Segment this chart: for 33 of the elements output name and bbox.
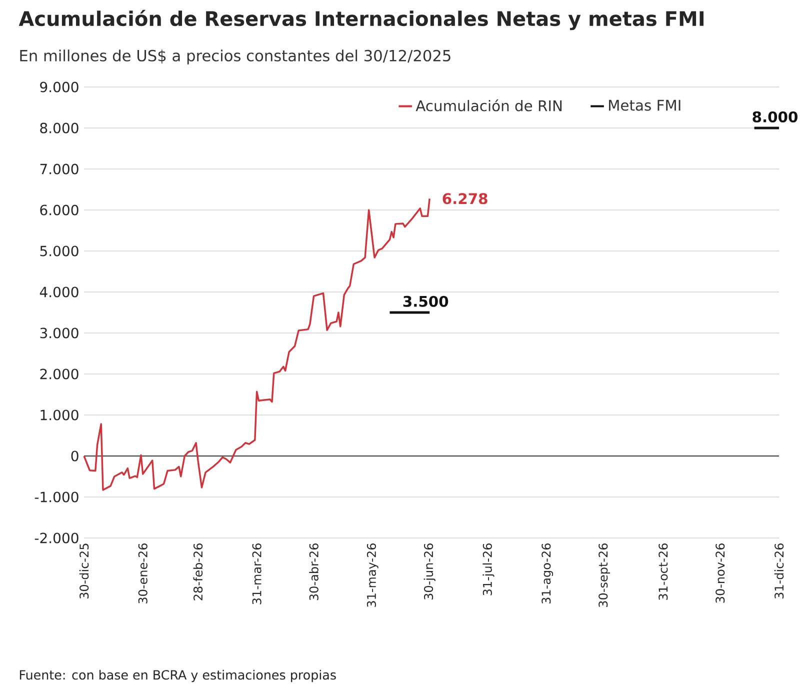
- y-tick-label: 0: [71, 450, 78, 462]
- y-tick-label: 4.000: [40, 286, 78, 298]
- y-tick-label: 8.000: [40, 122, 78, 134]
- y-tick-label: 7.000: [40, 164, 78, 174]
- data-label: 3.500: [403, 296, 448, 307]
- y-tick-label: 2.000: [40, 368, 78, 380]
- data-label: 6.278: [442, 193, 488, 204]
- chart-subtitle: En millones de US$ a precios constantes del 30/12/2025: [20, 50, 450, 64]
- chart-title: Acumulación de Reservas Internacionales Netas y metas FMI: [18, 10, 704, 30]
- data-label: 8.000: [752, 111, 798, 122]
- x-tick-label: 31-mar-26: [252, 543, 262, 604]
- x-tick-label: 30-jun-26: [424, 543, 436, 600]
- x-tick-label: 30-dic-25: [79, 544, 89, 599]
- legend-label: Metas FMI: [609, 100, 680, 111]
- y-tick-label: 1.000: [40, 410, 78, 420]
- y-tick-label: -1.000: [34, 492, 78, 502]
- x-tick-label: 31-ago-26: [542, 543, 554, 604]
- y-tick-label: 9.000: [40, 82, 78, 92]
- legend-label: Acumulación de RIN: [416, 99, 562, 112]
- y-tick-label: 5.000: [40, 246, 78, 256]
- x-tick-label: 31-may-26: [366, 543, 378, 607]
- x-tick-label: 31-dic-26: [774, 543, 784, 599]
- y-tick-label: 3.000: [40, 328, 78, 338]
- x-tick-label: 30-ene-26: [138, 543, 148, 604]
- x-tick-label: 30-abr-26: [309, 543, 318, 600]
- x-tick-label: 30-nov-26: [716, 543, 725, 603]
- x-tick-label: 31-jul-26: [482, 543, 494, 596]
- x-tick-label: 31-oct-26: [658, 543, 668, 600]
- y-tick-label: -2.000: [34, 532, 78, 544]
- x-tick-label: 28-feb-26: [193, 543, 203, 600]
- y-tick-label: 6.000: [40, 204, 78, 216]
- x-tick-label: 30-sept-26: [598, 543, 610, 607]
- source-note: Fuente: con base en BCRA y estimaciones propias: [20, 670, 336, 682]
